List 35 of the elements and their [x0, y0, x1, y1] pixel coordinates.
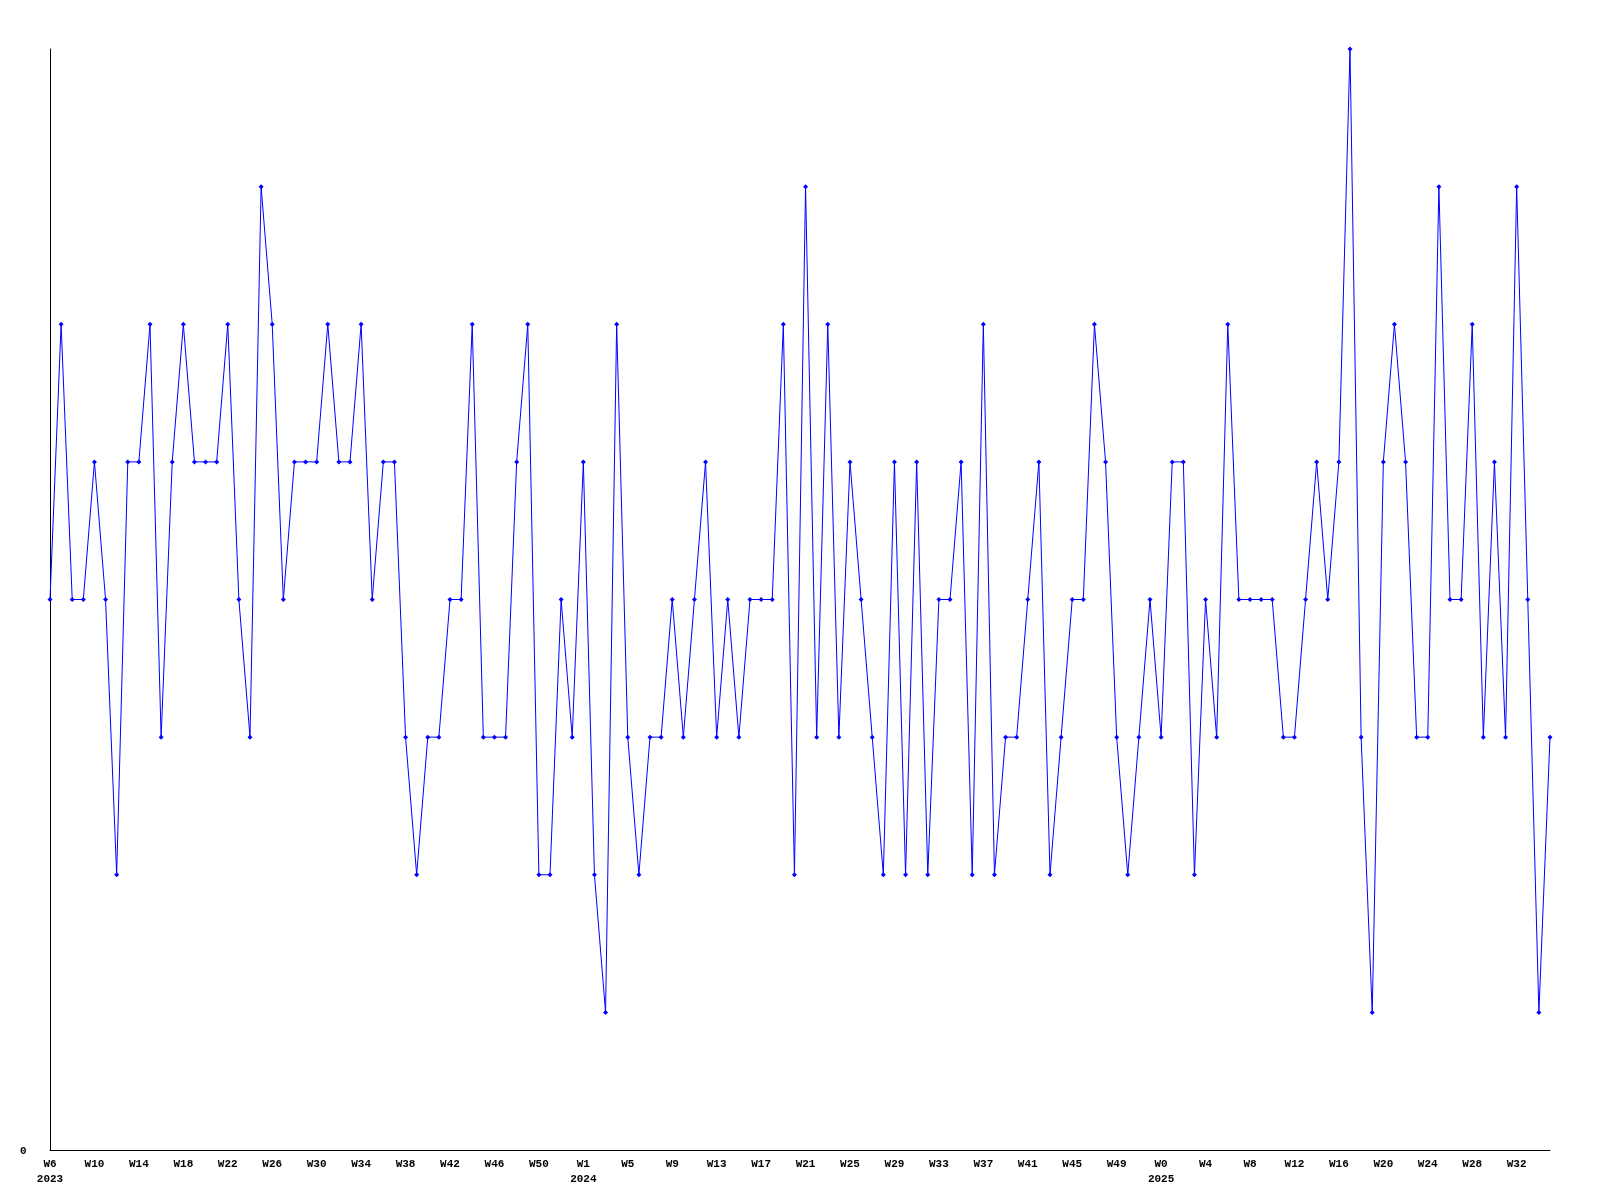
x-tick-label: W26: [262, 1157, 283, 1170]
text: 0: [20, 1144, 27, 1157]
x-tick-label: W4: [1198, 1157, 1213, 1170]
x-tick-label: W37: [973, 1157, 994, 1170]
x-tick-label: W28: [1462, 1157, 1483, 1170]
x-tick-label: W42: [440, 1157, 460, 1170]
x-tick-label: W20: [1373, 1157, 1394, 1170]
x-tick-label: W33: [928, 1157, 950, 1170]
x-tick-label: W18: [173, 1157, 194, 1170]
x-tick-label: W12: [1284, 1157, 1305, 1170]
x-tick-label: W10: [84, 1157, 105, 1170]
x-tick-label: W50: [528, 1157, 549, 1170]
x-tick-label: W49: [1106, 1157, 1127, 1170]
x-tick-label: W46: [484, 1157, 505, 1170]
x-tick-label: W6 2023: [36, 1157, 64, 1185]
x-tick-label: W1 2024: [570, 1157, 597, 1185]
x-tick-label: W5: [621, 1157, 635, 1170]
x-tick-label: W13: [706, 1157, 727, 1170]
x-tick-label: W29: [884, 1157, 905, 1170]
x-tick-label: W9: [665, 1157, 679, 1170]
x-tick-label: W25: [840, 1157, 861, 1170]
x-tick-label: W0 2025: [1147, 1157, 1175, 1185]
x-tick-label: W24: [1417, 1157, 1439, 1170]
x-tick-label: W45: [1062, 1157, 1083, 1170]
x-tick-label: W30: [306, 1157, 327, 1170]
x-tick-label: W22: [217, 1157, 238, 1170]
x-tick-label: W34: [351, 1157, 372, 1170]
x-tick-label: W32: [1506, 1157, 1527, 1170]
x-tick-label: W14: [128, 1157, 150, 1170]
x-tick-label: W16: [1328, 1157, 1349, 1170]
x-tick-label: W17: [751, 1157, 772, 1170]
x-tick-label: W38: [395, 1157, 416, 1170]
x-tick-label: W41: [1017, 1157, 1039, 1170]
x-tick-label: W8: [1243, 1157, 1257, 1170]
x-tick-label: W21: [795, 1157, 816, 1170]
